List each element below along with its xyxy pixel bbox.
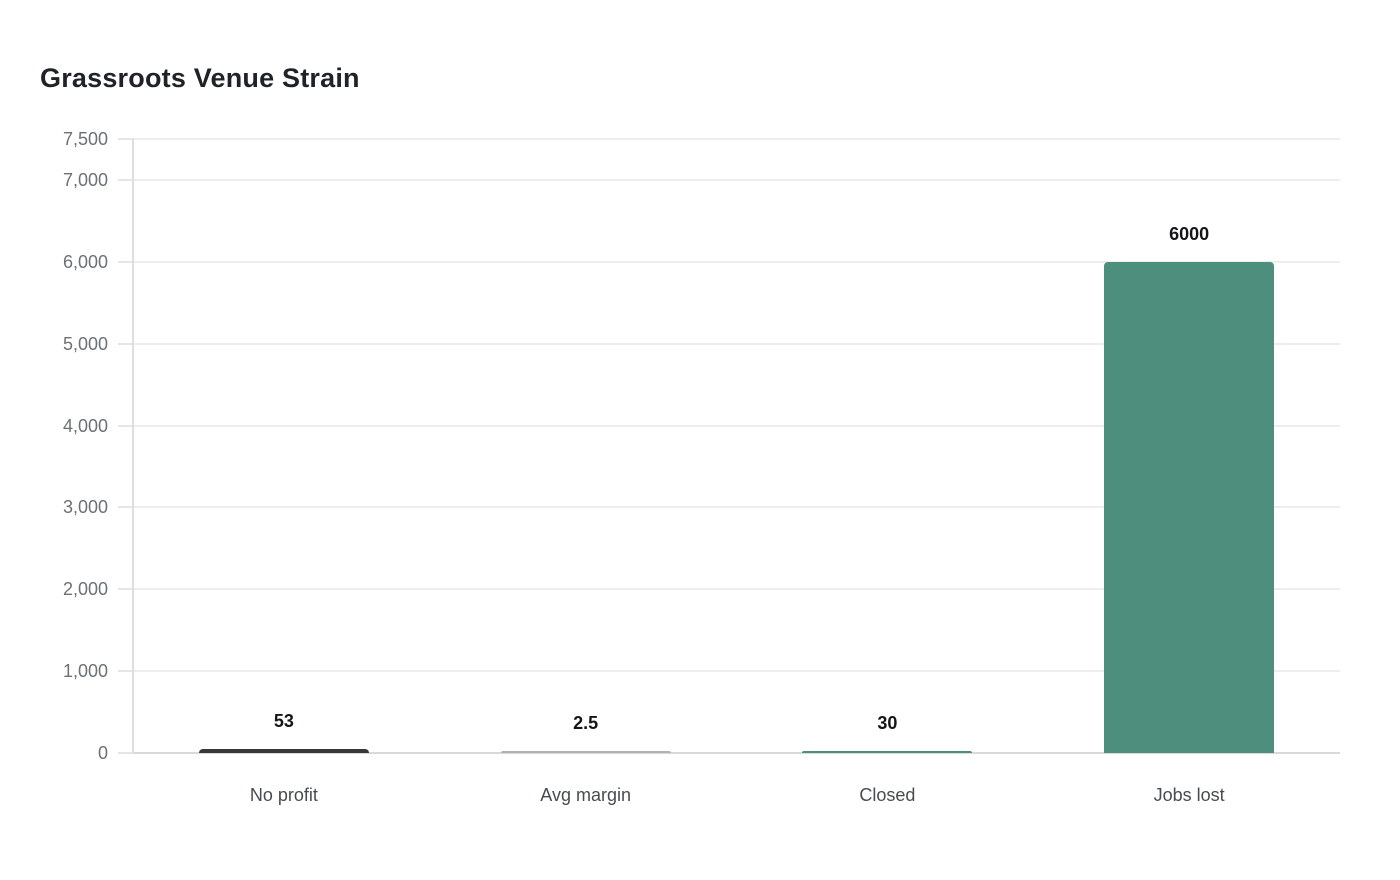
value-label-closed: 30 (877, 712, 898, 733)
gridline-6000 (133, 261, 1340, 263)
chart-title: Grassroots Venue Strain (40, 63, 360, 93)
gridline-5000 (133, 343, 1340, 345)
gridline-0 (133, 752, 1340, 754)
y-tick-label: 0 (97, 743, 108, 763)
gridline-7000 (133, 179, 1340, 181)
y-tick-mark (118, 752, 133, 754)
bar-no-profit (198, 748, 369, 753)
gridline-4000 (133, 425, 1340, 427)
y-tick-mark (118, 343, 133, 345)
y-tick-mark (118, 425, 133, 427)
y-tick-label: 1,000 (62, 661, 108, 681)
gridline-1000 (133, 670, 1340, 672)
x-axis-label-avg-margin: Avg margin (540, 785, 631, 805)
bar-closed (802, 750, 973, 753)
bar-avg-margin (500, 751, 671, 753)
value-label-avg-margin: 2.5 (573, 713, 599, 733)
y-tick-label: 7,000 (62, 170, 108, 190)
y-tick-mark (118, 588, 133, 590)
y-tick-label: 3,000 (62, 497, 108, 517)
value-label-no-profit: 53 (273, 710, 294, 731)
x-axis-label-no-profit: No profit (249, 785, 318, 805)
y-tick-label: 2,000 (62, 579, 108, 599)
y-tick-mark (118, 261, 133, 263)
gridline-2000 (133, 588, 1340, 590)
y-tick-mark (118, 506, 133, 508)
y-tick-label: 4,000 (62, 416, 108, 436)
y-tick-mark (118, 138, 133, 140)
y-tick-label: 7,500 (62, 129, 108, 149)
x-axis-label-jobs-lost: Jobs lost (1153, 785, 1225, 805)
gridline-3000 (133, 506, 1340, 508)
y-tick-mark (118, 179, 133, 181)
gridline-7500 (133, 138, 1340, 140)
bar-jobs-lost (1104, 261, 1275, 753)
y-axis-line (132, 139, 134, 754)
y-tick-label: 5,000 (62, 334, 108, 354)
value-label-jobs-lost: 6000 (1169, 223, 1210, 244)
y-tick-label: 6,000 (62, 252, 108, 272)
y-tick-mark (118, 670, 133, 672)
x-axis-label-closed: Closed (859, 785, 916, 805)
